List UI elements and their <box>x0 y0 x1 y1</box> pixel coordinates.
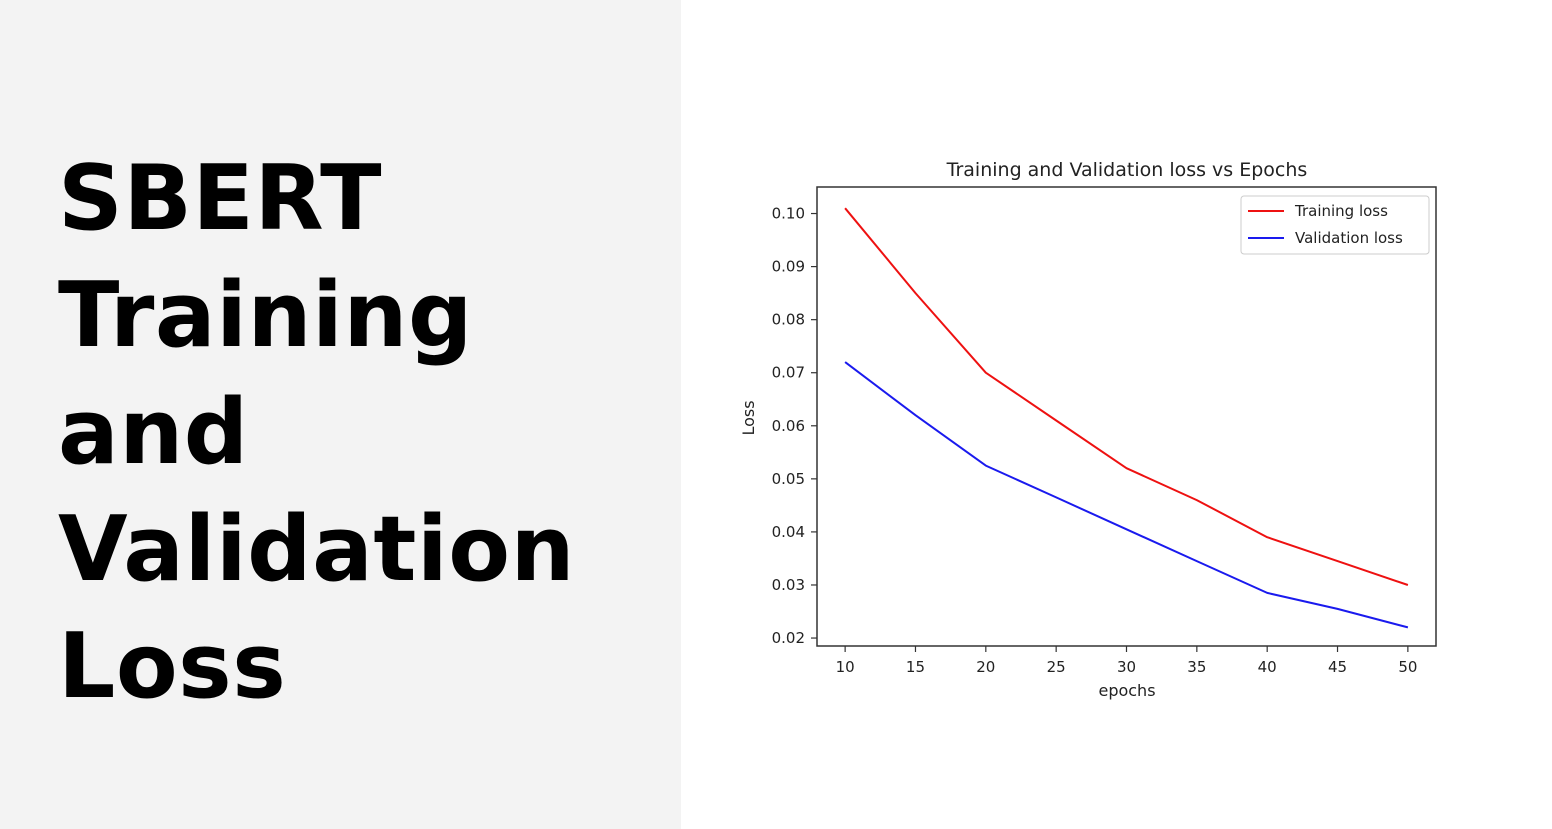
x-tick-label: 10 <box>836 658 855 676</box>
x-tick-label: 25 <box>1047 658 1066 676</box>
x-tick-label: 40 <box>1258 658 1277 676</box>
y-axis-label: Loss <box>739 400 758 435</box>
series-line-training-loss <box>844 207 1409 586</box>
title-panel: SBERT Training and Validation Loss <box>0 0 681 829</box>
y-tick-label: 0.04 <box>772 523 805 541</box>
y-tick-label: 0.09 <box>772 258 805 276</box>
slide-title: SBERT Training and Validation Loss <box>58 140 575 725</box>
series-lines <box>844 207 1409 629</box>
y-tick-label: 0.07 <box>772 364 805 382</box>
slide-title-line-5: Loss <box>58 614 287 719</box>
legend-label: Validation loss <box>1295 229 1403 247</box>
legend-box <box>1240 195 1430 255</box>
x-axis-label: epochs <box>1098 681 1155 700</box>
x-tick-label: 35 <box>1187 658 1206 676</box>
x-tick-label: 30 <box>1117 658 1136 676</box>
slide-title-line-3: and <box>58 380 249 485</box>
x-tick-label: 45 <box>1328 658 1347 676</box>
slide-title-line-2: Training <box>58 263 473 368</box>
legend-label: Training loss <box>1294 202 1388 220</box>
chart-panel: Training and Validation loss vs Epochs e… <box>681 0 1552 829</box>
y-tick-label: 0.10 <box>772 205 805 223</box>
axis-ticks: 10 15 20 25 30 35 40 45 50 0.02 0.03 0.04 0.05 0.06 0.… <box>772 205 1418 676</box>
x-tick-label: 20 <box>976 658 995 676</box>
slide-title-line-4: Validation <box>58 497 576 602</box>
y-tick-label: 0.06 <box>772 417 805 435</box>
plot-area-frame <box>816 186 1437 647</box>
y-tick-label: 0.03 <box>772 576 805 594</box>
x-tick-label: 50 <box>1398 658 1417 676</box>
y-tick-label: 0.05 <box>772 470 805 488</box>
chart-title: Training and Validation loss vs Epochs <box>946 159 1308 181</box>
series-line-validation-loss <box>844 361 1409 629</box>
y-tick-label: 0.02 <box>772 629 805 647</box>
y-tick-label: 0.08 <box>772 311 805 329</box>
x-tick-label: 15 <box>906 658 925 676</box>
chart-legend: Training loss Validation loss <box>1240 195 1430 255</box>
slide-title-line-1: SBERT <box>58 146 383 251</box>
loss-chart: Training and Validation loss vs Epochs e… <box>739 159 1437 700</box>
